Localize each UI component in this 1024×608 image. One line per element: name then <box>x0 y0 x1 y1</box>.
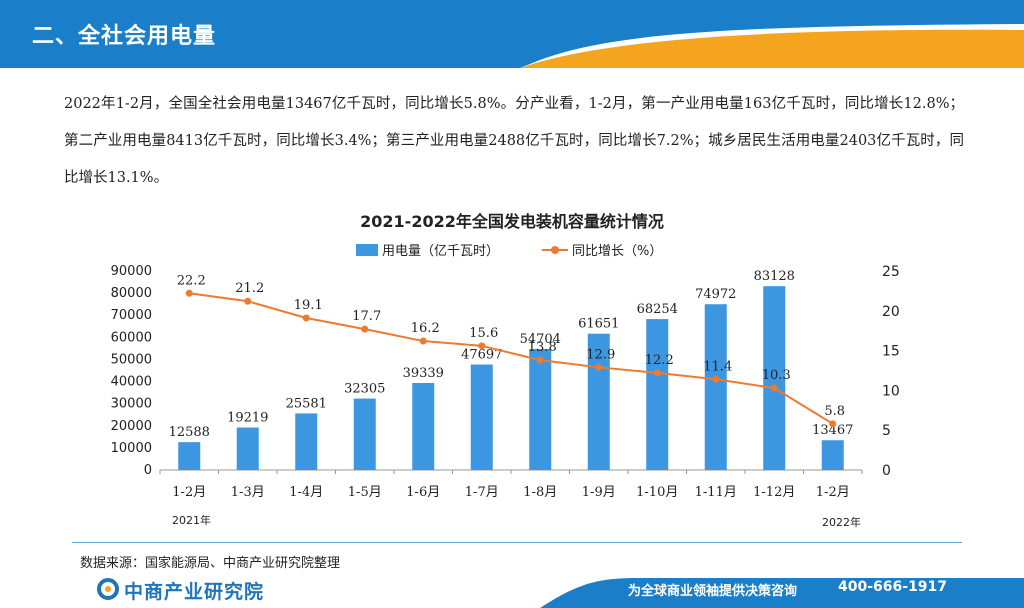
x-category-label: 1-5月 <box>348 485 382 500</box>
divider-line <box>72 542 962 543</box>
growth-value-label: 5.8 <box>824 404 845 419</box>
chart-title: 2021-2022年全国发电装机容量统计情况 <box>360 212 664 231</box>
growth-point <box>302 314 310 322</box>
y-right-tick-label: 15 <box>882 344 900 360</box>
x-category-label: 1-11月 <box>695 485 737 500</box>
footer-bar <box>97 578 1024 608</box>
bar-electricity <box>236 427 259 470</box>
y-right-tick-label: 5 <box>882 423 891 439</box>
growth-point <box>478 342 486 350</box>
growth-point <box>595 363 603 371</box>
footer-phone: 400-666-1917 <box>838 579 948 595</box>
bar-electricity <box>646 319 669 470</box>
x-category-label: 1-9月 <box>582 485 616 500</box>
y-right-tick-label: 20 <box>882 304 900 320</box>
legend-swatch-bars <box>356 244 378 256</box>
legend-label-bars: 用电量（亿千瓦时） <box>382 244 499 259</box>
growth-point <box>185 289 193 297</box>
y-left-tick-label: 10000 <box>111 441 152 456</box>
year-label-2022: 2022年 <box>822 516 861 529</box>
bar-electricity <box>412 383 435 470</box>
y-left-tick-label: 80000 <box>111 286 152 301</box>
bar-electricity <box>178 442 201 470</box>
growth-value-label: 12.9 <box>586 347 615 362</box>
growth-value-label: 22.2 <box>177 273 206 288</box>
bar-value-label: 74972 <box>695 287 736 302</box>
bar-electricity <box>295 413 318 470</box>
growth-point <box>770 384 778 392</box>
x-category-label: 1-12月 <box>753 485 795 500</box>
bar-value-label: 39339 <box>403 366 444 381</box>
footer-logo-text: 中商产业研究院 <box>124 581 265 603</box>
y-left-tick-label: 70000 <box>111 308 152 323</box>
growth-point <box>712 375 720 383</box>
bar-value-label: 83128 <box>754 269 795 284</box>
y-left-tick-label: 30000 <box>111 397 152 412</box>
growth-point <box>536 356 544 364</box>
section-title: 二、全社会用电量 <box>32 24 217 49</box>
growth-value-label: 12.2 <box>645 353 674 368</box>
bar-value-label: 54704 <box>520 332 561 347</box>
growth-point <box>244 297 252 305</box>
bar-value-label: 25581 <box>286 396 327 411</box>
growth-point <box>419 337 427 345</box>
growth-value-label: 21.2 <box>235 281 264 296</box>
footer-slogan: 为全球商业领袖提供决策咨询 <box>628 584 798 599</box>
bar-electricity <box>763 286 786 470</box>
y-left-tick-label: 50000 <box>111 352 152 367</box>
growth-point <box>653 369 661 377</box>
growth-value-label: 13.8 <box>528 340 557 355</box>
x-category-label: 1-2月 <box>172 485 206 500</box>
y-left-tick-label: 20000 <box>111 419 152 434</box>
growth-line <box>189 292 834 425</box>
growth-point <box>361 325 369 333</box>
bar-value-label: 68254 <box>637 302 678 317</box>
bar-electricity <box>529 349 552 470</box>
logo-icon <box>97 578 119 600</box>
bar-electricity <box>704 304 727 470</box>
x-category-label: 1-7月 <box>465 485 499 500</box>
growth-value-label: 16.2 <box>411 321 440 336</box>
growth-value-label: 10.3 <box>762 368 791 383</box>
growth-point <box>829 420 837 428</box>
x-category-label: 1-3月 <box>231 485 265 500</box>
bar-value-label: 32305 <box>344 382 385 397</box>
y-right-tick-label: 25 <box>882 264 900 280</box>
x-category-label: 1-4月 <box>289 485 323 500</box>
bar-electricity <box>821 440 844 470</box>
summary-paragraph: 2022年1-2月，全国全社会用电量13467亿千瓦时，同比增长5.8%。分产业… <box>64 96 964 186</box>
x-category-label: 1-8月 <box>523 485 557 500</box>
bar-electricity <box>353 398 376 470</box>
legend-marker-growth <box>551 246 559 254</box>
bar-value-label: 47697 <box>461 348 502 363</box>
y-right-tick-label: 0 <box>882 463 891 479</box>
header-background <box>0 0 1024 68</box>
growth-value-label: 15.6 <box>469 326 498 341</box>
bar-value-label: 61651 <box>578 317 619 332</box>
y-right-tick-label: 10 <box>882 383 900 399</box>
header-banner: 二、全社会用电量 <box>0 0 1024 68</box>
legend-label-growth: 同比增长（%） <box>572 244 662 259</box>
growth-value-label: 17.7 <box>352 309 381 324</box>
growth-value-label: 19.1 <box>294 298 323 313</box>
bar-value-label: 12588 <box>169 425 210 440</box>
y-left-tick-label: 40000 <box>111 375 152 390</box>
x-category-label: 1-10月 <box>636 485 678 500</box>
bar-electricity <box>470 364 493 470</box>
combo-chart: 用电量（亿千瓦时） 同比增长（%） 0 10000 20000 30000 40000 500… <box>111 244 900 500</box>
bar-value-label: 19219 <box>227 411 268 426</box>
y-left-tick-label: 60000 <box>111 330 152 345</box>
x-category-label: 1-6月 <box>406 485 440 500</box>
growth-value-label: 11.4 <box>703 359 732 374</box>
y-left-tick-label: 0 <box>144 463 152 478</box>
data-source: 数据来源：国家能源局、中商产业研究院整理 <box>80 556 341 571</box>
y-left-tick-label: 90000 <box>111 264 152 279</box>
x-category-label: 1-2月 <box>816 485 850 500</box>
year-label-2021: 2021年 <box>172 514 211 527</box>
bar-value-label: 13467 <box>812 423 853 438</box>
